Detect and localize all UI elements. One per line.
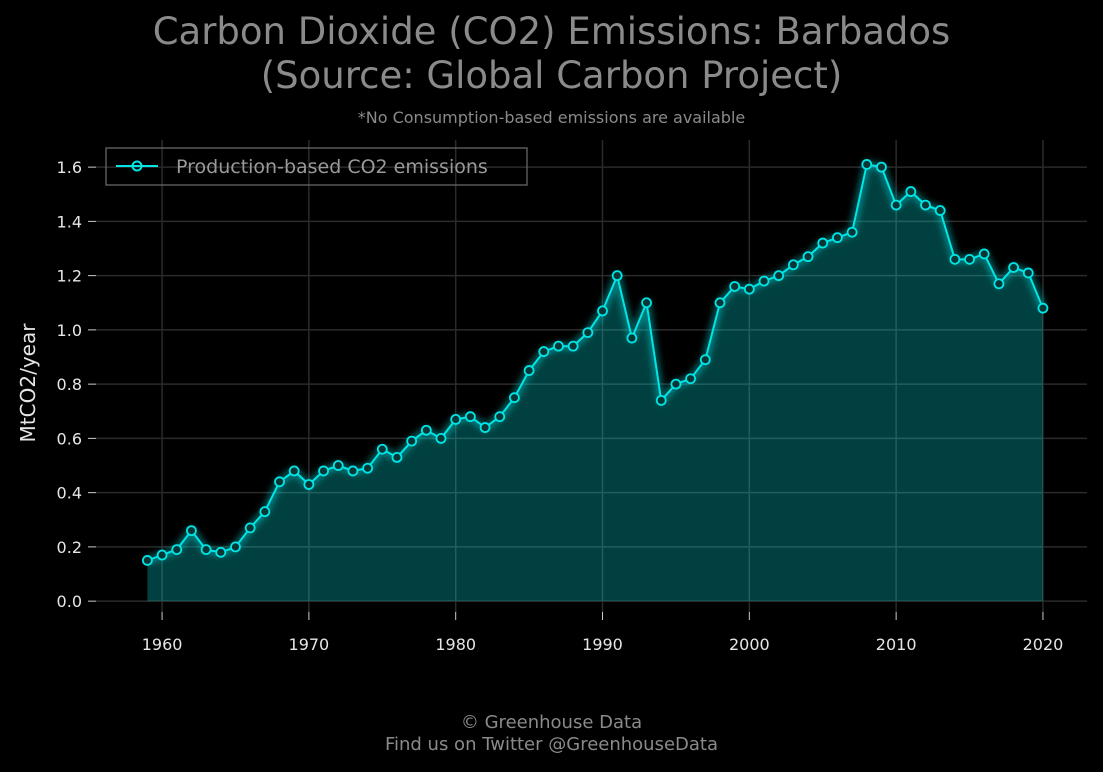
axes: 0.0 0.2 0.4 0.6 0.8 1.0 1.2 1.4 1.6 1960 1970 1980 1… <box>57 158 1064 654</box>
x-tick-label: 1990 <box>582 635 623 654</box>
data-point <box>876 161 887 173</box>
legend-marker-icon <box>131 160 143 172</box>
data-point <box>641 297 652 309</box>
data-point <box>1008 262 1019 273</box>
data-point <box>685 373 696 385</box>
chart-plot: 0.0 0.2 0.4 0.6 0.8 1.0 1.2 1.4 1.6 1960 1970 1980 1… <box>16 140 1087 654</box>
data-point <box>670 378 682 390</box>
data-point <box>230 541 241 553</box>
data-point <box>787 259 799 271</box>
data-point <box>215 546 227 558</box>
legend-box <box>105 147 528 186</box>
data-point <box>802 251 814 263</box>
y-tick-label: 1.6 <box>57 158 82 177</box>
data-point <box>420 424 432 436</box>
data-point <box>567 340 579 352</box>
data-point <box>259 506 271 518</box>
y-tick-label: 0.6 <box>57 429 82 448</box>
data-point <box>538 346 550 357</box>
y-tick-label: 1.4 <box>57 212 82 231</box>
data-point <box>714 297 726 309</box>
x-tick-label: 2020 <box>1023 635 1064 654</box>
data-point <box>743 283 755 295</box>
footer: © Greenhouse Data Find us on Twitter @Gr… <box>0 712 1103 756</box>
data-point <box>406 435 418 447</box>
area-layer <box>147 164 1043 602</box>
series-area <box>147 164 1043 602</box>
data-point <box>186 525 197 537</box>
data-point <box>479 422 491 433</box>
data-point <box>347 465 359 477</box>
data-point <box>773 270 785 282</box>
data-point <box>611 270 623 282</box>
data-point <box>832 232 843 244</box>
data-point <box>655 395 667 406</box>
chart-title-line2: (Source: Global Carbon Project) <box>260 54 843 97</box>
y-tick-label: 0.8 <box>57 375 82 394</box>
data-point <box>582 327 594 338</box>
x-tick-label: 1960 <box>142 635 183 654</box>
data-point <box>1022 267 1034 279</box>
data-point <box>920 199 931 211</box>
data-point <box>934 205 946 216</box>
data-point <box>626 332 638 344</box>
legend-label: Production-based CO2 emissions <box>176 156 488 178</box>
chart-title-line1: Carbon Dioxide (CO2) Emissions: Barbados <box>152 10 951 53</box>
data-point <box>435 432 447 444</box>
data-point <box>699 354 711 366</box>
data-point <box>391 451 403 463</box>
footer-twitter: Find us on Twitter @GreenhouseData <box>384 734 719 755</box>
x-tick-label: 1970 <box>289 635 330 654</box>
legend: Production-based CO2 emissions <box>105 147 528 186</box>
data-point <box>303 479 315 490</box>
data-point <box>318 465 329 477</box>
x-tick-label: 2000 <box>729 635 770 654</box>
data-point <box>890 199 902 211</box>
chart-subtitle: *No Consumption-based emissions are avai… <box>357 108 746 127</box>
data-point <box>861 159 873 170</box>
y-axis-label: MtCO2/year <box>16 323 40 443</box>
data-point <box>288 465 300 477</box>
data-point <box>274 476 285 488</box>
data-point <box>362 462 374 474</box>
data-point <box>1037 302 1049 314</box>
y-tick-label: 1.0 <box>57 321 82 340</box>
data-point <box>141 555 153 566</box>
data-point <box>464 411 476 423</box>
x-tick-label: 1980 <box>435 635 476 654</box>
y-tick-label: 1.2 <box>57 267 82 286</box>
data-point <box>553 340 564 352</box>
data-point <box>905 186 917 197</box>
data-point <box>376 443 388 455</box>
data-point <box>171 544 183 556</box>
data-point <box>729 281 741 292</box>
data-point <box>509 392 520 404</box>
data-point <box>846 226 858 238</box>
x-tick-label: 2010 <box>876 635 917 654</box>
chart-title: Carbon Dioxide (CO2) Emissions: Barbados… <box>0 10 1103 98</box>
data-point <box>758 275 770 287</box>
y-tick-label: 0.4 <box>57 484 82 503</box>
points-layer <box>141 159 1049 566</box>
data-point <box>949 253 961 265</box>
data-point <box>597 305 608 317</box>
data-point <box>964 253 975 265</box>
data-point <box>332 460 344 471</box>
y-tick-label: 0.2 <box>57 538 82 557</box>
data-point <box>244 522 256 534</box>
data-point <box>156 549 168 561</box>
data-point <box>450 414 462 425</box>
data-point <box>978 248 990 260</box>
grid-lines <box>96 140 1087 612</box>
data-point <box>200 544 212 556</box>
data-point <box>494 411 506 423</box>
footer-copyright: © Greenhouse Data <box>460 712 643 733</box>
data-point <box>993 278 1005 290</box>
data-point <box>817 237 829 249</box>
data-point <box>523 365 535 376</box>
y-tick-label: 0.0 <box>57 592 82 611</box>
